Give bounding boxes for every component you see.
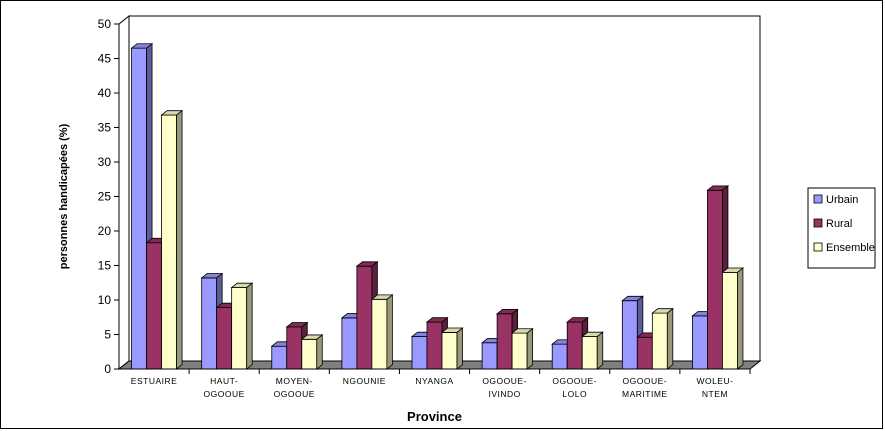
y-tick-label: 45: [98, 52, 112, 66]
bar-front: [651, 312, 668, 370]
bar-side: [386, 294, 393, 370]
legend-swatch: [813, 218, 823, 228]
y-tick-label: 20: [98, 224, 112, 238]
bar-front: [356, 265, 373, 370]
bar-front: [496, 313, 513, 370]
legend-label: Ensemble: [826, 242, 875, 254]
bar-side: [596, 331, 604, 370]
bar-front: [621, 300, 638, 370]
side-wall: [118, 14, 130, 371]
bar-front: [146, 242, 162, 370]
x-tick-label: HAUT-OGOOUE: [204, 376, 245, 399]
x-tick-label: ESTUAIRE: [131, 376, 178, 386]
bar: [370, 294, 394, 370]
x-tick-label: OGOOUE-MARITIME: [622, 376, 668, 399]
bar-front: [426, 321, 443, 370]
bar: [510, 327, 534, 370]
y-tick-label: 10: [98, 293, 112, 307]
bar-front: [131, 47, 147, 370]
y-tick-label: 30: [98, 155, 112, 169]
bar-front: [722, 271, 738, 370]
y-tick-label: 50: [98, 17, 112, 31]
y-tick-label: 0: [104, 362, 111, 376]
bar-side: [666, 307, 674, 370]
bar-side: [526, 327, 534, 370]
x-tick-label: OGOOUE-IVINDO: [482, 376, 527, 399]
bar-front: [707, 189, 723, 370]
y-axis: 0 5 10 15 20 25 30 35 40 45 50: [98, 17, 120, 376]
bar-front: [636, 336, 653, 370]
bar-front: [411, 336, 428, 370]
bar-front: [481, 342, 498, 370]
legend: Urbain Rural Ensemble: [807, 187, 876, 269]
bar-front: [271, 345, 288, 370]
bar-front: [231, 287, 248, 370]
bar-front: [566, 321, 583, 370]
bar-side: [316, 334, 323, 370]
bar-front: [511, 332, 528, 370]
bar-side: [737, 267, 744, 370]
bar: [440, 327, 464, 370]
bar: [581, 331, 604, 370]
legend-label: Rural: [826, 218, 852, 230]
bar: [721, 267, 745, 370]
bar: [651, 307, 674, 370]
bar-front: [551, 343, 568, 370]
y-axis-title: personnes handicapées (%): [58, 123, 70, 269]
bar-front: [581, 336, 598, 370]
bar-front: [441, 332, 458, 370]
y-tick-label: 35: [98, 121, 112, 135]
x-axis-title: Province: [407, 409, 462, 424]
x-tick-label: NYANGA: [415, 376, 453, 386]
bars: [130, 42, 745, 370]
bar: [160, 109, 184, 370]
bar-side: [456, 327, 463, 370]
bar-front: [341, 317, 358, 370]
x-tick-label: WOLEU-NTEM: [696, 376, 733, 399]
bar-front: [216, 307, 233, 370]
y-tick-label: 5: [104, 328, 111, 342]
bar-front: [301, 338, 318, 370]
bar: [230, 282, 254, 370]
x-tick-label: NGOUNIE: [343, 376, 386, 386]
x-tick-label: OGOOUE-LOLO: [552, 376, 597, 399]
bar-front: [286, 326, 303, 370]
x-tick-label: MOYEN-OGOOUE: [274, 376, 315, 399]
y-tick-label: 15: [98, 259, 112, 273]
bar: [300, 334, 324, 370]
bar-front: [692, 315, 708, 370]
bar-front: [201, 277, 218, 370]
x-axis-categories: ESTUAIRE HAUT-OGOOUE MOYEN-OGOOUE NGOUNIE NY…: [119, 368, 751, 399]
bar-front: [371, 298, 388, 370]
bar-side: [246, 282, 253, 370]
legend-label: Urbain: [826, 194, 858, 206]
bar-front: [161, 114, 177, 370]
bar-side: [176, 109, 183, 370]
legend-swatch: [813, 194, 823, 204]
y-tick-label: 25: [98, 190, 112, 204]
y-tick-label: 40: [98, 86, 112, 100]
legend-swatch: [813, 242, 823, 252]
